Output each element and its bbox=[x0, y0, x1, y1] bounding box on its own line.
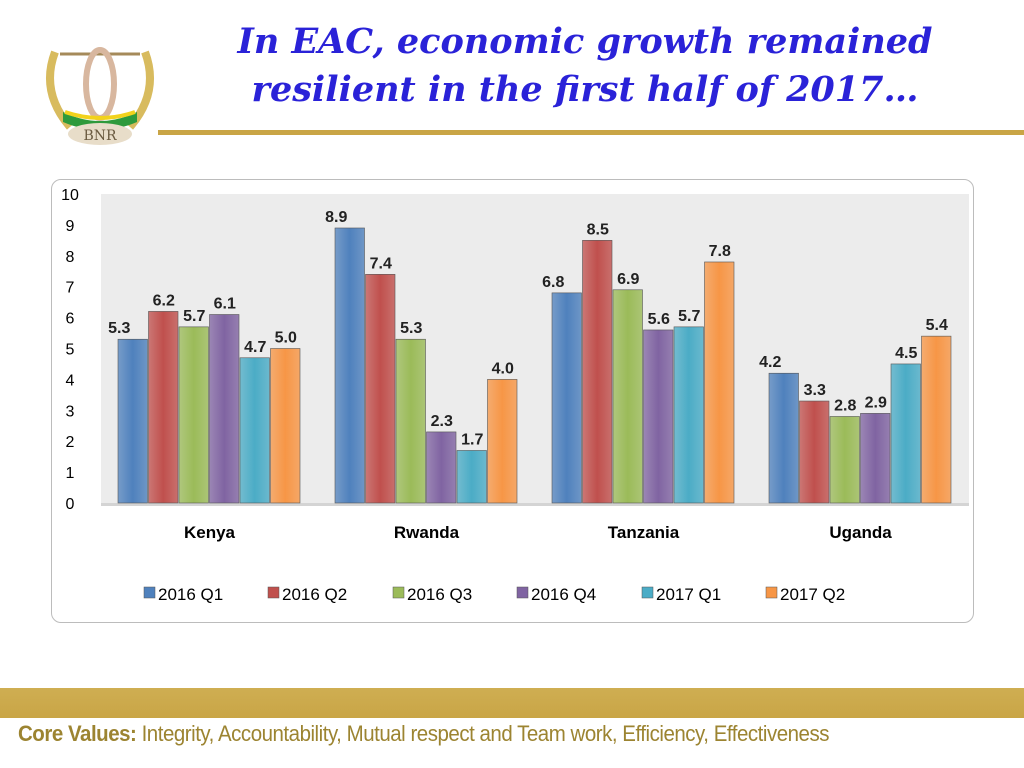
data-label: 6.9 bbox=[617, 271, 639, 288]
data-label: 2.3 bbox=[431, 413, 453, 430]
data-label: 3.3 bbox=[804, 382, 826, 399]
legend-label: 2017 Q2 bbox=[780, 585, 845, 604]
legend-label: 2016 Q3 bbox=[407, 585, 472, 604]
bar bbox=[799, 400, 830, 504]
y-tick-label: 2 bbox=[66, 434, 75, 451]
bar bbox=[582, 240, 613, 504]
bar bbox=[487, 379, 518, 504]
bar bbox=[117, 338, 148, 504]
bar bbox=[209, 314, 240, 504]
legend-swatch bbox=[641, 586, 654, 599]
chart-frame: 0 1 2 3 4 5 6 7 8 9 10 5.3 6.2 5.7 6.1 4.7 5.0 Kenya 8.9 7.… bbox=[51, 179, 974, 623]
data-label: 5.4 bbox=[926, 317, 948, 334]
y-tick-label: 3 bbox=[66, 403, 75, 420]
bar bbox=[921, 335, 952, 504]
bar bbox=[768, 372, 799, 504]
x-tick-label: Uganda bbox=[829, 523, 892, 542]
x-tick-label: Tanzania bbox=[608, 523, 680, 542]
legend-swatch bbox=[392, 586, 405, 599]
y-tick-label: 7 bbox=[66, 280, 75, 297]
footer-band bbox=[0, 688, 1024, 718]
core-values-label: Core Values: bbox=[18, 721, 137, 746]
bar bbox=[395, 338, 426, 504]
y-tick-label: 10 bbox=[61, 187, 79, 204]
legend-swatch bbox=[143, 586, 156, 599]
bar-chart: 0 1 2 3 4 5 6 7 8 9 10 5.3 6.2 5.7 6.1 4.7 5.0 Kenya 8.9 7.… bbox=[61, 187, 969, 604]
y-tick-label: 5 bbox=[66, 342, 75, 359]
bar bbox=[334, 227, 365, 504]
bar bbox=[860, 413, 891, 504]
bar bbox=[551, 292, 582, 504]
bar bbox=[643, 329, 674, 504]
data-label: 5.6 bbox=[648, 311, 670, 328]
legend-swatch bbox=[765, 586, 778, 599]
y-tick-label: 6 bbox=[66, 311, 75, 328]
data-label: 7.8 bbox=[709, 243, 731, 260]
title-divider bbox=[158, 130, 1024, 135]
core-values-footer: Core Values: Integrity, Accountability, … bbox=[18, 721, 829, 747]
legend-label: 2016 Q1 bbox=[158, 585, 223, 604]
title-line-1: In EAC, economic growth remained bbox=[237, 21, 933, 62]
data-label: 7.4 bbox=[370, 255, 392, 272]
data-label: 4.5 bbox=[895, 345, 917, 362]
legend-label: 2016 Q4 bbox=[531, 585, 596, 604]
bar bbox=[612, 289, 643, 504]
bar bbox=[829, 416, 860, 504]
bar bbox=[673, 326, 704, 504]
bar bbox=[270, 348, 301, 504]
bar bbox=[890, 363, 921, 504]
y-tick-label: 0 bbox=[66, 496, 75, 513]
bar bbox=[148, 311, 179, 504]
legend-swatch bbox=[267, 586, 280, 599]
data-label: 4.2 bbox=[759, 354, 781, 371]
x-tick-label: Rwanda bbox=[394, 523, 460, 542]
data-label: 2.9 bbox=[865, 394, 887, 411]
plot-floor bbox=[101, 503, 969, 506]
data-label: 6.2 bbox=[153, 292, 175, 309]
data-label: 5.7 bbox=[183, 308, 205, 325]
bnr-logo: BNR bbox=[46, 47, 154, 145]
data-label: 2.8 bbox=[834, 397, 856, 414]
legend-swatch bbox=[516, 586, 529, 599]
data-label: 8.5 bbox=[587, 221, 609, 238]
x-tick-label: Kenya bbox=[184, 523, 236, 542]
legend-label: 2016 Q2 bbox=[282, 585, 347, 604]
data-label: 8.9 bbox=[325, 209, 347, 226]
data-label: 5.7 bbox=[678, 308, 700, 325]
bar bbox=[239, 357, 270, 504]
bar bbox=[365, 274, 396, 504]
legend-label: 2017 Q1 bbox=[656, 585, 721, 604]
data-label: 1.7 bbox=[461, 431, 483, 448]
bar bbox=[178, 326, 209, 504]
bar bbox=[426, 431, 457, 504]
core-values-text: Integrity, Accountability, Mutual respec… bbox=[136, 721, 830, 746]
svg-text:BNR: BNR bbox=[83, 128, 117, 144]
data-label: 6.8 bbox=[542, 274, 564, 291]
data-label: 5.3 bbox=[400, 320, 422, 337]
y-tick-label: 9 bbox=[66, 218, 75, 235]
slide-title: In EAC, economic growth remained resilie… bbox=[180, 18, 990, 114]
data-label: 4.0 bbox=[492, 360, 514, 377]
y-tick-label: 8 bbox=[66, 249, 75, 266]
data-label: 4.7 bbox=[244, 339, 266, 356]
title-line-2: resilient in the first half of 2017… bbox=[251, 69, 919, 110]
bar bbox=[456, 450, 487, 504]
data-label: 5.0 bbox=[275, 330, 297, 347]
y-tick-label: 4 bbox=[66, 372, 75, 389]
data-label: 5.3 bbox=[108, 320, 130, 337]
data-label: 6.1 bbox=[214, 296, 236, 313]
bar bbox=[704, 261, 735, 504]
y-tick-label: 1 bbox=[66, 465, 75, 482]
